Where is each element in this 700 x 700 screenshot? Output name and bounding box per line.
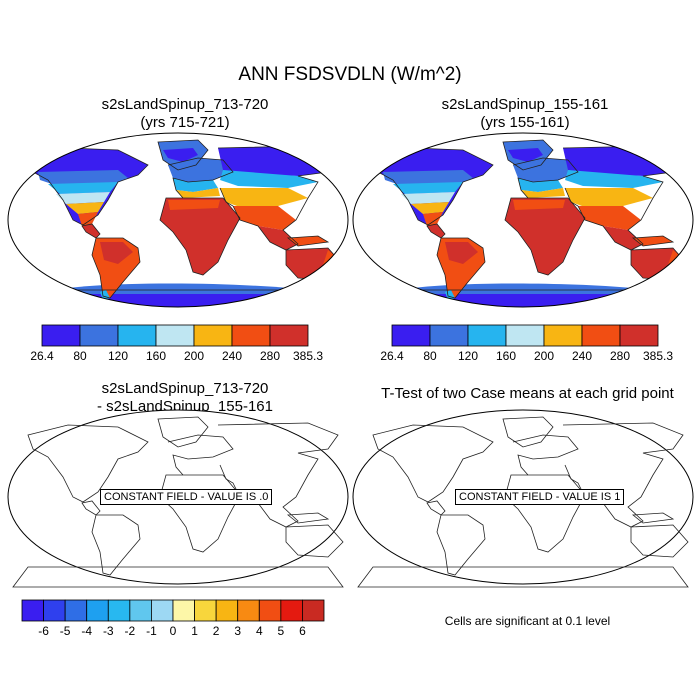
- panel-title-top-right-line2: (yrs 155-161): [480, 114, 570, 131]
- colorbar-mean-right-swatch-6: [619, 324, 659, 347]
- colorbar-mean-left-tick-label: 280: [260, 349, 280, 363]
- colorbar-mean-left-tick-label: 160: [146, 349, 166, 363]
- panel-title-top-right: s2sLandSpinup_155-161 (yrs 155-161): [360, 96, 690, 132]
- colorbar-mean-right-tick-label: 160: [496, 349, 516, 363]
- colorbar-diff-tick-label: -3: [103, 624, 114, 638]
- colorbar-mean-right-swatch-1: [429, 324, 469, 347]
- panel-title-top-right-line1: s2sLandSpinup_155-161: [441, 96, 609, 113]
- colorbar-diff-swatch-10: [237, 599, 260, 622]
- colorbar-mean-left-tick-label: 240: [222, 349, 242, 363]
- colorbar-mean-top-right: 26.4 80 120 160 200 240 280 385.3: [380, 324, 673, 363]
- colorbar-mean-right-swatch-2: [467, 324, 507, 347]
- colorbar-mean-right-swatch-5: [581, 324, 621, 347]
- colorbar-diff-swatch-13: [302, 599, 325, 622]
- colorbar-diff-swatch-4: [107, 599, 131, 622]
- colorbar-diff-tick-label: -2: [125, 624, 136, 638]
- colorbar-diff-swatch-5: [129, 599, 152, 622]
- panel-title-bottom-right-line1: T-Test of two Case means at each grid po…: [381, 385, 674, 402]
- significance-note: Cells are significant at 0.1 level: [444, 614, 611, 628]
- panel-title-bottom-left-line2: - s2sLandSpinup_155-161: [97, 398, 273, 415]
- colorbar-mean-right-swatch-4: [543, 324, 583, 347]
- colorbar-diff-tick-label: -4: [81, 624, 92, 638]
- colorbar-diff-tick-label: -1: [146, 624, 157, 638]
- colorbar-mean-right-tick-label: 120: [458, 349, 478, 363]
- panel-title-top-left-line2: (yrs 715-721): [140, 114, 230, 131]
- colorbar-mean-right-swatch-0: [391, 324, 431, 347]
- colorbar-diff-swatch-2: [64, 599, 88, 622]
- colorbar-diff-swatch-3: [86, 599, 109, 622]
- colorbar-diff-tick-label: -6: [38, 624, 49, 638]
- colorbar-mean-left-tick-label: 80: [73, 349, 87, 363]
- colorbar-diff: -6 -5 -4 -3 -2 -1 0 1 2 3 4 5 6: [21, 599, 325, 638]
- colorbar-diff-tick-label: 0: [170, 624, 177, 638]
- constant-field-label-bottom-right: CONSTANT FIELD - VALUE IS 1: [455, 489, 625, 505]
- map-top-right: [352, 132, 694, 308]
- colorbar-mean-top-left: 26.4 80 120 160 200 240 280 385.3: [30, 324, 323, 363]
- colorbar-diff-swatch-8: [194, 599, 217, 622]
- colorbar-mean-right-tick-label: 385.3: [643, 349, 673, 363]
- colorbar-mean-right-tick-label: 240: [572, 349, 592, 363]
- colorbar-diff-swatch-7: [172, 599, 195, 622]
- map-top-left: [7, 132, 349, 308]
- colorbar-mean-left-swatch-6: [269, 324, 309, 347]
- colorbar-mean-left-tick-label: 200: [184, 349, 204, 363]
- colorbar-diff-swatch-6: [151, 599, 174, 622]
- panel-title-bottom-right: T-Test of two Case means at each grid po…: [355, 385, 700, 403]
- colorbar-mean-left-tick-label: 120: [108, 349, 128, 363]
- colorbar-diff-swatch-12: [280, 599, 303, 622]
- colorbar-mean-right-tick-label: 280: [610, 349, 630, 363]
- colorbar-diff-swatch-0: [21, 599, 44, 622]
- panel-title-top-left-line1: s2sLandSpinup_713-720: [101, 96, 269, 113]
- panel-title-bottom-left-line1: s2sLandSpinup_713-720: [101, 380, 269, 397]
- colorbar-diff-tick-label: -5: [60, 624, 71, 638]
- colorbar-mean-right-swatch-3: [505, 324, 545, 347]
- colorbar-diff-swatch-9: [215, 599, 239, 622]
- colorbar-diff-tick-label: 2: [213, 624, 220, 638]
- colorbar-mean-right-tick-label: 80: [423, 349, 437, 363]
- colorbar-diff-swatch-1: [43, 599, 66, 622]
- constant-field-label-bottom-left: CONSTANT FIELD - VALUE IS .0: [100, 489, 273, 505]
- colorbar-mean-left-tick-label: 385.3: [293, 349, 323, 363]
- figure-title: ANN FSDSVDLN (W/m^2): [238, 64, 462, 85]
- colorbar-mean-left-tick-label: 26.4: [30, 349, 54, 363]
- colorbar-diff-tick-label: 4: [256, 624, 263, 638]
- colorbar-diff-tick-label: 5: [278, 624, 285, 638]
- panel-title-top-left: s2sLandSpinup_713-720 (yrs 715-721): [20, 96, 350, 132]
- colorbar-diff-tick-label: 6: [299, 624, 306, 638]
- panel-title-bottom-left: s2sLandSpinup_713-720 - s2sLandSpinup_15…: [20, 380, 350, 416]
- colorbar-mean-right-tick-label: 26.4: [380, 349, 404, 363]
- colorbar-diff-swatch-11: [258, 599, 282, 622]
- colorbar-diff-tick-label: 3: [234, 624, 241, 638]
- colorbar-mean-right-tick-label: 200: [534, 349, 554, 363]
- colorbar-diff-tick-label: 1: [191, 624, 198, 638]
